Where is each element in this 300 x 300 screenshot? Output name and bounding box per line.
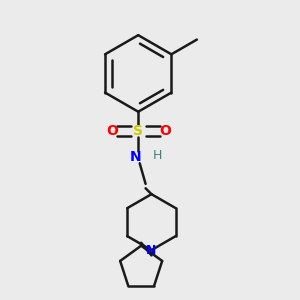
Text: S: S [133,124,143,138]
Text: O: O [159,124,171,138]
Text: H: H [153,148,162,161]
Text: N: N [130,150,141,164]
Text: N: N [146,244,157,256]
Text: O: O [106,124,118,138]
